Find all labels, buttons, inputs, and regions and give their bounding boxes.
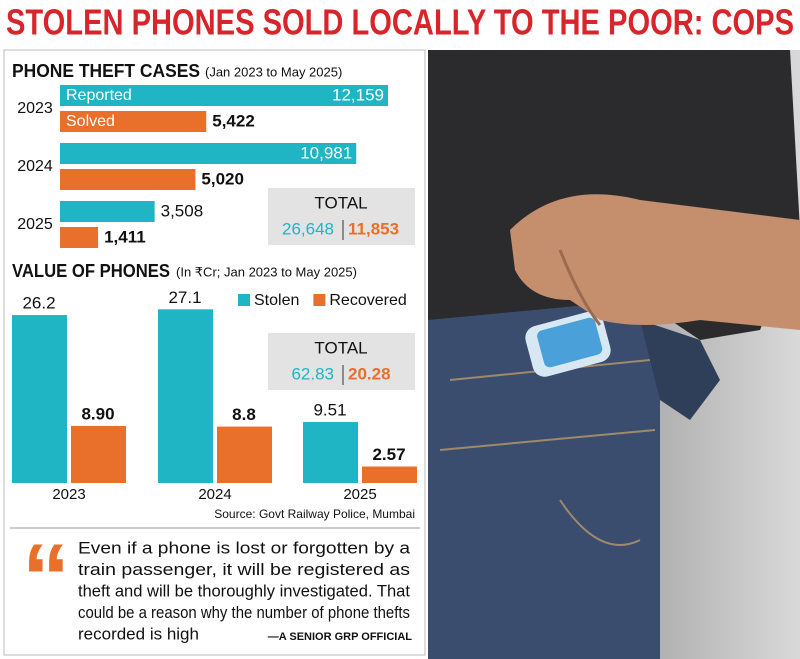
value-label: 9.51 [313, 401, 346, 420]
category-label: 2024 [198, 486, 231, 503]
bar [12, 315, 67, 483]
series-label: Reported [66, 87, 132, 104]
panel-border [3, 49, 426, 656]
value-label: 26.2 [22, 294, 55, 313]
value-label: 12,159 [332, 85, 384, 104]
source: Source: Govt Railway Police, Mumbai [214, 507, 415, 521]
value-label: 1,411 [104, 227, 146, 246]
total-label: TOTAL [314, 193, 367, 212]
quote-mark: “ [22, 524, 70, 631]
value-label: 8.8 [232, 405, 256, 424]
category-label: 2024 [17, 158, 53, 175]
category-label: 2023 [17, 100, 53, 117]
bar [217, 426, 272, 483]
value-label: 3,508 [161, 201, 204, 220]
bar [60, 201, 155, 222]
total-value: 26,648 [282, 219, 334, 238]
quote-attribution: —A SENIOR GRP OFFICIAL [268, 631, 413, 643]
chart-subtitle: (Jan 2023 to May 2025) [205, 64, 342, 79]
category-label: 2023 [52, 486, 85, 503]
photo [428, 50, 800, 659]
legend-label: Recovered [329, 292, 406, 309]
value-label: 5,422 [212, 111, 255, 130]
legend-swatch [313, 294, 326, 306]
chart-title: PHONE THEFT CASES [12, 61, 200, 81]
total-value: 11,853 [348, 219, 399, 238]
bar [60, 143, 357, 164]
bar [71, 425, 126, 483]
bar [60, 111, 207, 132]
total-box [268, 188, 415, 245]
total-box [268, 333, 415, 390]
value-label: 8.90 [81, 404, 114, 423]
category-label: 2025 [343, 486, 376, 503]
value-label: 5,020 [201, 169, 244, 188]
quote-line: train passenger, it will be registered a… [78, 560, 410, 579]
value-label: 10,981 [300, 143, 352, 162]
bar [60, 227, 99, 248]
total-label: TOTAL [314, 338, 367, 357]
bar [60, 169, 196, 190]
quote-line: could be a reason why the number of phon… [78, 603, 410, 622]
total-value: 20.28 [348, 364, 391, 383]
total-value: 62.83 [291, 364, 334, 383]
headline: STOLEN PHONES SOLD LOCALLY TO THE POOR: … [6, 2, 794, 43]
chart-title: VALUE OF PHONES [12, 261, 170, 281]
legend-label: Stolen [254, 292, 299, 309]
legend-swatch [238, 294, 250, 306]
quote-line: recorded is high [78, 624, 199, 643]
bar [60, 85, 388, 106]
chart-subtitle: (In ₹Cr; Jan 2023 to May 2025) [176, 264, 357, 279]
bar [362, 466, 417, 483]
quote-line: theft and will be thoroughly investigate… [78, 581, 410, 600]
value-label: 2.57 [372, 445, 405, 464]
bar [158, 309, 213, 483]
series-label: Solved [66, 113, 115, 130]
value-label: 27.1 [168, 288, 201, 307]
bar [303, 422, 358, 483]
category-label: 2025 [17, 216, 53, 233]
quote-line: Even if a phone is lost or forgotten by … [78, 538, 411, 557]
